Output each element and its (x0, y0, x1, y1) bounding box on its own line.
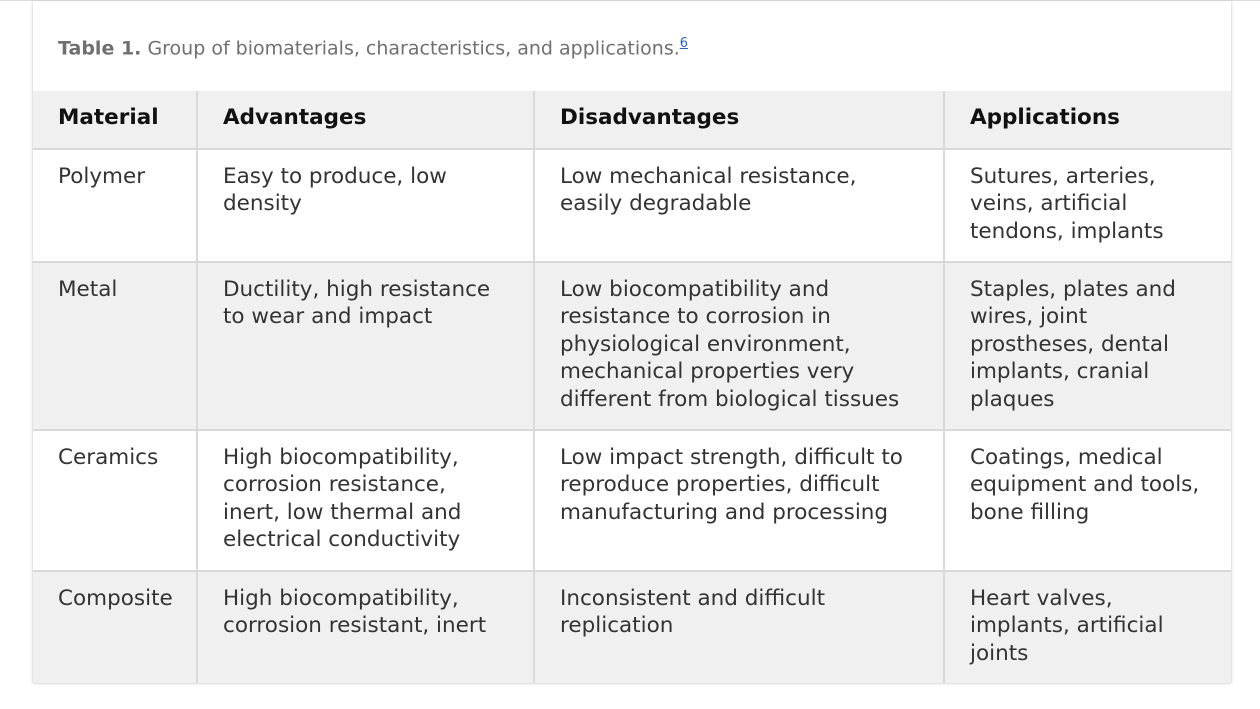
cell-applications: Sutures, arteries, veins, artificial ten… (944, 149, 1231, 263)
cell-advantages: High biocompatibility, corrosion resista… (197, 430, 535, 572)
cell-applications: Staples, plates and wires, joint prosthe… (944, 262, 1231, 431)
table-caption: Table 1. Group of biomaterials, characte… (58, 32, 688, 59)
table-header-row: Material Advantages Disadvantages Applic… (33, 91, 1231, 150)
table-card: Table 1. Group of biomaterials, characte… (33, 1, 1231, 683)
cell-disadvantages: Low mechanical resistance, easily degrad… (534, 149, 945, 263)
table-row: Ceramics High biocompatibility, corrosio… (33, 430, 1231, 572)
cell-material: Ceramics (33, 430, 198, 572)
table-row: Polymer Easy to produce, low density Low… (33, 149, 1231, 263)
table-row: Composite High biocompatibility, corrosi… (33, 571, 1231, 683)
table-row: Metal Ductility, high resistance to wear… (33, 262, 1231, 431)
header-disadvantages: Disadvantages (534, 91, 945, 150)
cell-disadvantages: Low biocompatibility and resistance to c… (534, 262, 945, 431)
cell-advantages: Easy to produce, low density (197, 149, 535, 263)
header-advantages: Advantages (197, 91, 535, 150)
caption-text: Group of biomaterials, characteristics, … (147, 37, 680, 60)
cell-material: Polymer (33, 149, 198, 263)
cell-applications: Heart valves, implants, artificial joint… (944, 571, 1231, 683)
cell-advantages: Ductility, high resistance to wear and i… (197, 262, 535, 431)
header-material: Material (33, 91, 198, 150)
cell-applications: Coatings, medical equipment and tools, b… (944, 430, 1231, 572)
reference-superscript: 6 (680, 32, 688, 51)
biomaterials-table: Material Advantages Disadvantages Applic… (33, 91, 1231, 683)
cell-material: Metal (33, 262, 198, 431)
header-applications: Applications (944, 91, 1231, 150)
cell-disadvantages: Inconsistent and difficult replication (534, 571, 945, 683)
cell-advantages: High biocompatibility, corrosion resista… (197, 571, 535, 683)
top-divider (0, 0, 1260, 1)
cell-material: Composite (33, 571, 198, 683)
cell-disadvantages: Low impact strength, difficult to reprod… (534, 430, 945, 572)
caption-label: Table 1. (58, 37, 142, 60)
reference-link[interactable]: 6 (679, 36, 689, 51)
